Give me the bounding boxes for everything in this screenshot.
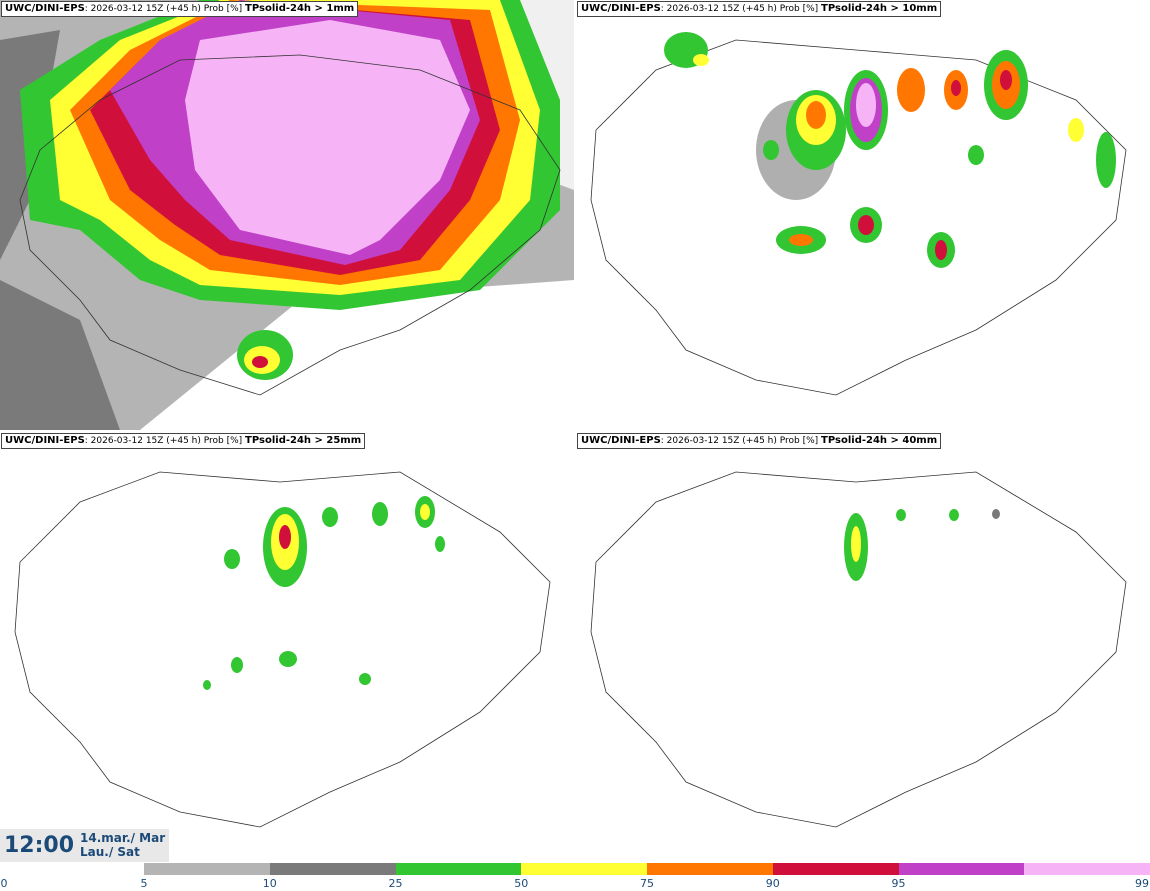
colorbar-segment <box>269 863 396 875</box>
variable-name: TPsolid-24h > 10mm <box>821 3 938 14</box>
colorbar-tick-label: 0 <box>0 877 8 890</box>
colorbar-segment <box>1024 863 1150 875</box>
colorbar-tick-label: 10 <box>262 877 277 890</box>
colorbar-tick-label: 99 <box>1135 877 1149 890</box>
variable-name: TPsolid-24h > 40mm <box>821 435 938 446</box>
map-panel-25mm: UWC/DINI-EPS: 2026-03-12 15Z (+45 h) Pro… <box>0 432 574 862</box>
run-info: : 2026-03-12 15Z (+45 h) Prob [%] <box>84 436 243 446</box>
colorbar-segment <box>898 863 1025 875</box>
panel-title: UWC/DINI-EPS: 2026-03-12 15Z (+45 h) Pro… <box>1 433 366 449</box>
map-panel-1mm: UWC/DINI-EPS: 2026-03-12 15Z (+45 h) Pro… <box>0 0 574 430</box>
colorbar-tick-label: 50 <box>514 877 529 890</box>
colorbar-segment <box>772 863 899 875</box>
map-panel-40mm: UWC/DINI-EPS: 2026-03-12 15Z (+45 h) Pro… <box>576 432 1150 862</box>
map-panel-10mm: UWC/DINI-EPS: 2026-03-12 15Z (+45 h) Pro… <box>576 0 1150 430</box>
probability-map-25mm <box>0 432 574 862</box>
colorbar-tick-label: 75 <box>640 877 654 890</box>
variable-name: TPsolid-24h > 1mm <box>245 3 355 14</box>
colorbar-tick-label: 90 <box>765 877 780 890</box>
model-name: UWC/DINI-EPS <box>5 3 85 14</box>
probability-colorbar <box>144 863 1150 875</box>
panel-title: UWC/DINI-EPS: 2026-03-12 15Z (+45 h) Pro… <box>577 1 942 17</box>
probability-map-1mm <box>0 0 574 430</box>
colorbar-segment <box>521 863 647 875</box>
panel-title: UWC/DINI-EPS: 2026-03-12 15Z (+45 h) Pro… <box>1 1 359 17</box>
valid-weekday: Lau./ Sat <box>80 845 140 859</box>
colorbar-tick-label: 25 <box>388 877 403 890</box>
model-name: UWC/DINI-EPS <box>581 435 661 446</box>
colorbar-segment <box>647 863 773 875</box>
valid-time: 12:00 <box>4 833 75 858</box>
model-name: UWC/DINI-EPS <box>581 3 661 14</box>
colorbar-segment <box>144 863 270 875</box>
run-info: : 2026-03-12 15Z (+45 h) Prob [%] <box>84 4 243 14</box>
valid-time-box: 12:00 14.mar./ Mar Lau./ Sat <box>0 829 169 862</box>
panel-title: UWC/DINI-EPS: 2026-03-12 15Z (+45 h) Pro… <box>577 433 942 449</box>
model-name: UWC/DINI-EPS <box>5 435 85 446</box>
probability-map-10mm <box>576 0 1150 430</box>
run-info: : 2026-03-12 15Z (+45 h) Prob [%] <box>660 4 819 14</box>
run-info: : 2026-03-12 15Z (+45 h) Prob [%] <box>660 436 819 446</box>
probability-map-40mm <box>576 432 1150 862</box>
colorbar-segment <box>395 863 522 875</box>
colorbar-tick-label: 5 <box>140 877 148 890</box>
variable-name: TPsolid-24h > 25mm <box>245 435 362 446</box>
colorbar-tick-label: 95 <box>891 877 906 890</box>
valid-date: 14.mar./ Mar <box>80 831 166 845</box>
